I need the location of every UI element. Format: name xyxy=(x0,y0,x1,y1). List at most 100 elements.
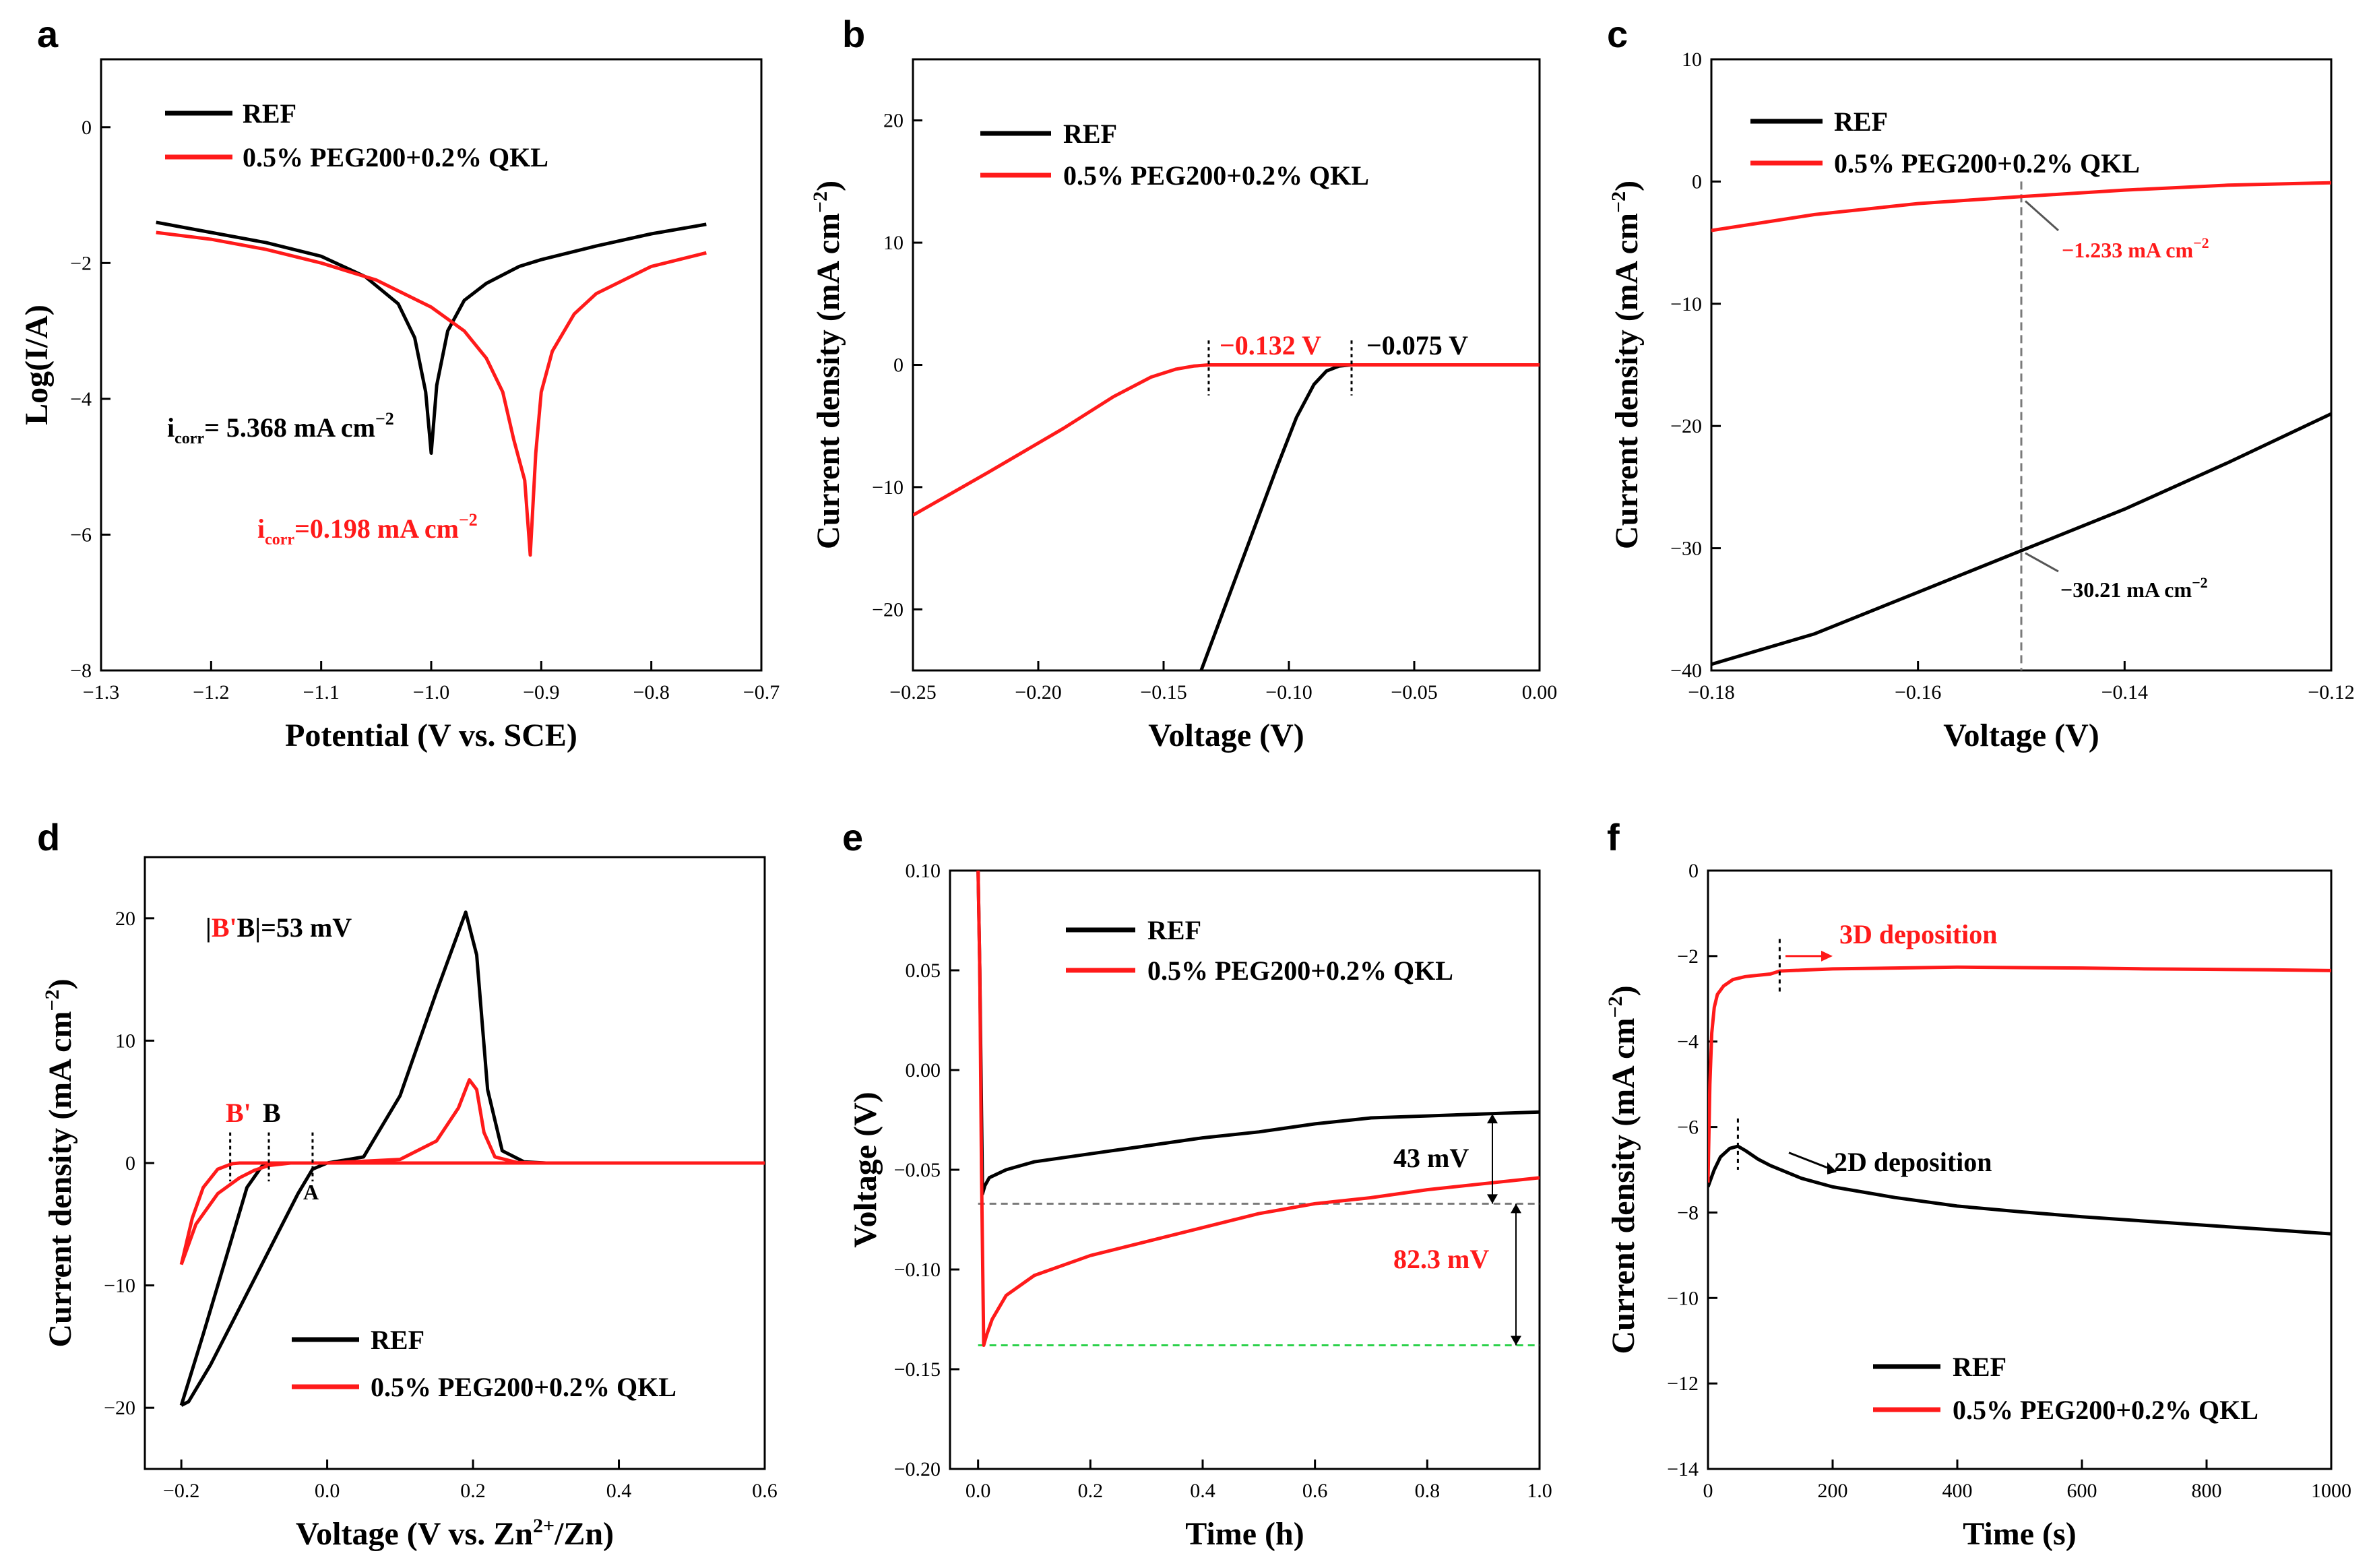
y-tick-label: −10 xyxy=(872,476,904,499)
legend-label-add: 0.5% PEG200+0.2% QKL xyxy=(1953,1395,2258,1425)
y-tick-label: 0 xyxy=(1692,170,1702,193)
series-group xyxy=(179,910,765,1407)
x-tick-label: 200 xyxy=(1818,1480,1848,1502)
panel-d: d −0.2 0.0 0.2 0.4 0.6 −20 −10 0 10 20 Voltage (V … xyxy=(37,816,778,1552)
panel-a: a −1.3 −1.2 −1.1 −1.0 −0.9 −0.8 −0.7 −8 −6 −4 −2 0 P… xyxy=(19,13,780,753)
bb-distance-label: |B'B|=53 mV xyxy=(205,912,352,943)
series-line-ref xyxy=(1711,412,2331,666)
pointer-arrowhead xyxy=(1827,1162,1837,1174)
y-tick-label: −10 xyxy=(1667,1287,1699,1309)
series-line-ref xyxy=(156,220,707,455)
y-tick-label: 0.10 xyxy=(906,860,941,882)
y-axis-title: Current density (mA cm−2) xyxy=(41,978,78,1347)
plot-frame xyxy=(1707,869,2333,1470)
x-tick-label: 1000 xyxy=(2311,1480,2351,1502)
series-group xyxy=(1708,965,2331,1236)
series-line-add xyxy=(1711,181,2331,232)
series-line-add xyxy=(913,363,1540,517)
panel-letter-b: b xyxy=(842,13,865,55)
x-axis-title: Voltage (V) xyxy=(1148,718,1304,753)
y-tick-label: −30 xyxy=(1670,538,1702,560)
y-tick-label: 0 xyxy=(1688,860,1699,882)
pointer-add xyxy=(2025,200,2059,232)
point-b-label: B xyxy=(263,1098,281,1128)
deposition-2d-label: 2D deposition xyxy=(1834,1147,1992,1177)
legend-label-add: 0.5% PEG200+0.2% QKL xyxy=(1834,148,2140,179)
y-axis-title: Log(I/A) xyxy=(19,305,55,425)
x-tick-label: −0.05 xyxy=(1391,681,1437,703)
panel-letter-c: c xyxy=(1607,13,1628,55)
y-tick-label: −0.15 xyxy=(894,1358,941,1381)
legend-label-add: 0.5% PEG200+0.2% QKL xyxy=(243,142,548,173)
y-tick-label: −14 xyxy=(1667,1458,1699,1480)
gap-arrowhead xyxy=(1511,1336,1521,1346)
icorr-add-label: icorr=0.198 mA cm−2 xyxy=(257,510,478,548)
y-tick-label: −20 xyxy=(104,1397,135,1419)
y-tick-label: 0.00 xyxy=(906,1059,941,1081)
x-axis-title: Voltage (V vs. Zn2+/Zn) xyxy=(296,1515,614,1552)
y-tick-label: −0.05 xyxy=(894,1159,941,1181)
x-tick-label: −1.1 xyxy=(303,681,339,703)
gap-arrowhead xyxy=(1511,1203,1521,1214)
pointer-arrowhead xyxy=(1821,950,1833,962)
panel-e: e 0.0 0.2 0.4 0.6 0.8 1.0 −0.20 −0.15 −0.10 −0.05… xyxy=(842,816,1552,1552)
y-tick-label: −20 xyxy=(872,598,904,621)
x-tick-label: 400 xyxy=(1942,1480,1973,1502)
panel-f: f 0 200 400 600 800 1000 −14 −12 −10 −8 −6 −4 −2 0 Tim… xyxy=(1604,816,2351,1552)
deposition-3d-label: 3D deposition xyxy=(1839,919,1998,949)
y-tick-label: 10 xyxy=(1682,49,1702,71)
series-line-add xyxy=(1708,965,2331,1183)
value-add-label: −1.233 mA cm−2 xyxy=(2062,234,2209,262)
x-tick-label: −0.20 xyxy=(1015,681,1061,703)
x-tick-label: 0.4 xyxy=(1190,1480,1215,1502)
x-tick-label: −0.9 xyxy=(523,681,559,703)
x-axis-title: Time (h) xyxy=(1185,1516,1304,1552)
y-tick-label: 0 xyxy=(893,354,904,377)
y-tick-label: −8 xyxy=(70,660,92,682)
panel-letter-d: d xyxy=(37,816,60,858)
legend-label-add: 0.5% PEG200+0.2% QKL xyxy=(1063,160,1369,191)
gap-arrowhead xyxy=(1487,1114,1498,1124)
y-axis-title: Voltage (V) xyxy=(848,1092,883,1248)
y-tick-label: 0 xyxy=(82,117,92,139)
x-axis-title: Time (s) xyxy=(1963,1516,2076,1552)
pointer-ref xyxy=(2025,552,2059,573)
x-tick-label: 0.4 xyxy=(606,1480,632,1502)
x-tick-label: −1.3 xyxy=(83,681,119,703)
x-tick-label: −0.14 xyxy=(2101,681,2148,703)
icorr-ref-label: icorr= 5.368 mA cm−2 xyxy=(167,409,394,447)
x-tick-label: −0.7 xyxy=(743,681,780,703)
x-tick-label: 0.2 xyxy=(460,1480,486,1502)
panel-c: c −0.18 −0.16 −0.14 −0.12 −40 −30 −20 −10 0 10 Vol… xyxy=(1607,13,2355,753)
x-tick-label: 0.0 xyxy=(315,1480,340,1502)
onset-ref-label: −0.075 V xyxy=(1366,330,1468,360)
x-axis-title: Voltage (V) xyxy=(1943,718,2099,753)
series-group xyxy=(976,871,1540,1347)
point-bprime-label: B' xyxy=(226,1098,251,1128)
x-tick-label: 0 xyxy=(1703,1480,1713,1502)
series-line-ref xyxy=(1199,363,1540,670)
y-tick-label: −6 xyxy=(1677,1117,1699,1139)
legend-label-ref: REF xyxy=(1953,1352,2006,1382)
x-tick-label: −0.18 xyxy=(1688,681,1734,703)
y-tick-label: 10 xyxy=(115,1030,135,1052)
panel-letter-e: e xyxy=(842,816,863,858)
x-tick-label: −0.15 xyxy=(1140,681,1186,703)
series-line-add xyxy=(976,871,1540,1347)
y-tick-label: −40 xyxy=(1670,660,1702,682)
x-tick-label: 0.0 xyxy=(966,1480,991,1502)
value-ref-label: −30.21 mA cm−2 xyxy=(2060,574,2208,602)
gap-ref-label: 43 mV xyxy=(1393,1143,1469,1173)
y-tick-label: 20 xyxy=(115,908,135,930)
gap-arrowhead xyxy=(1487,1194,1498,1204)
x-tick-label: 600 xyxy=(2067,1480,2097,1502)
y-tick-label: −20 xyxy=(1670,415,1702,437)
y-tick-label: −2 xyxy=(1677,945,1699,968)
x-tick-label: 0.8 xyxy=(1415,1480,1441,1502)
x-tick-label: 0.2 xyxy=(1078,1480,1104,1502)
x-tick-label: −1.2 xyxy=(193,681,229,703)
x-tick-label: −0.16 xyxy=(1895,681,1941,703)
pointer-2d xyxy=(1788,1152,1828,1169)
y-tick-label: −10 xyxy=(1670,293,1702,315)
